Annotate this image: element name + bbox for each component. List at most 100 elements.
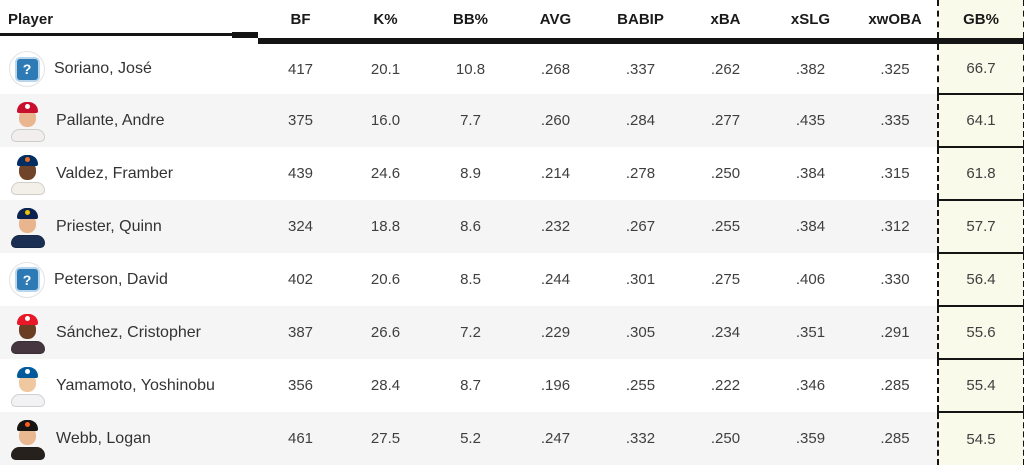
stat-gb: 55.6 — [937, 306, 1024, 360]
stat-bf: 324 — [287, 218, 314, 235]
col-header-xslg[interactable]: xSLG — [768, 0, 853, 44]
stat-k: 28.4 — [370, 377, 401, 394]
stat-bf: 402 — [287, 271, 314, 288]
player-photo — [9, 100, 47, 142]
table-row[interactable]: Priester, Quinn 324 18.8 8.6 .232 .267 .… — [0, 200, 1024, 254]
col-header-avg[interactable]: AVG — [513, 0, 598, 44]
player-photo — [9, 418, 47, 460]
stat-bb: 5.2 — [460, 430, 481, 447]
stat-babip: .278 — [625, 165, 656, 182]
stat-babip: .301 — [625, 271, 656, 288]
stat-xwoba: .285 — [880, 430, 910, 447]
stat-xwoba: .285 — [880, 377, 910, 394]
table-row[interactable]: Yamamoto, Yoshinobu 356 28.4 8.7 .196 .2… — [0, 359, 1024, 413]
player-cell[interactable]: Priester, Quinn — [0, 200, 258, 253]
player-cell[interactable]: ? Soriano, José — [0, 41, 258, 94]
stat-xba: .262 — [710, 60, 741, 78]
player-cell[interactable]: Pallante, Andre — [0, 94, 258, 147]
player-cell[interactable]: Sánchez, Cristopher — [0, 306, 258, 359]
stat-avg: .232 — [540, 218, 571, 235]
col-header-bf[interactable]: BF — [258, 0, 343, 44]
table-row[interactable]: Valdez, Framber 439 24.6 8.9 .214 .278 .… — [0, 147, 1024, 201]
player-name: Peterson, David — [54, 270, 168, 288]
stat-xwoba: .312 — [880, 218, 910, 235]
player-name: Sánchez, Cristopher — [56, 323, 201, 341]
stat-xba: .222 — [710, 377, 741, 394]
stat-avg: .268 — [540, 60, 571, 78]
col-header-k[interactable]: K% — [343, 0, 428, 44]
table-row[interactable]: ? Peterson, David 402 20.6 8.5 .244 .301… — [0, 253, 1024, 307]
table-row[interactable]: Pallante, Andre 375 16.0 7.7 .260 .284 .… — [0, 94, 1024, 148]
player-photo — [9, 153, 47, 195]
player-cell[interactable]: ? Peterson, David — [0, 253, 258, 306]
stat-xba: .234 — [710, 324, 741, 341]
player-cell[interactable]: Yamamoto, Yoshinobu — [0, 359, 258, 412]
player-cell[interactable]: Valdez, Framber — [0, 147, 258, 200]
table-body: ? Soriano, José 417 20.1 10.8 .268 .337 … — [0, 41, 1024, 465]
stat-bb: 10.8 — [455, 60, 486, 78]
stat-avg: .196 — [540, 377, 571, 394]
stat-xwoba: .315 — [880, 165, 910, 182]
stat-xslg: .351 — [795, 324, 826, 341]
stat-bf: 356 — [287, 377, 314, 394]
player-photo — [9, 312, 47, 354]
player-name: Yamamoto, Yoshinobu — [56, 376, 215, 394]
player-name: Soriano, José — [54, 60, 152, 77]
stat-bf: 387 — [287, 324, 314, 341]
col-header-xba[interactable]: xBA — [683, 0, 768, 44]
stat-gb: 64.1 — [937, 94, 1024, 148]
stat-babip: .305 — [625, 324, 656, 341]
stat-gb: 55.4 — [937, 359, 1024, 413]
stat-babip: .337 — [625, 60, 656, 78]
stat-bf: 375 — [287, 112, 314, 129]
stat-xslg: .359 — [795, 430, 826, 447]
col-header-player[interactable]: Player — [0, 0, 258, 41]
stat-xba: .250 — [710, 430, 741, 447]
stat-gb: 56.4 — [937, 253, 1024, 307]
stat-bf: 417 — [287, 60, 314, 78]
stat-xba: .275 — [710, 271, 741, 288]
col-header-xwoba[interactable]: xwOBA — [853, 0, 938, 44]
col-header-bb[interactable]: BB% — [428, 0, 513, 44]
stat-avg: .260 — [540, 112, 571, 129]
stat-avg: .214 — [540, 165, 571, 182]
placeholder-avatar-icon: ? — [9, 51, 45, 87]
stat-k: 20.1 — [370, 60, 401, 78]
stat-babip: .255 — [625, 377, 656, 394]
player-name: Pallante, Andre — [56, 111, 165, 129]
player-photo — [9, 206, 47, 248]
stat-k: 16.0 — [370, 112, 401, 129]
stat-k: 27.5 — [370, 430, 401, 447]
stat-gb: 54.5 — [937, 412, 1024, 465]
stat-bb: 8.7 — [460, 377, 481, 394]
header-row: Player BF K% BB% AVG BABIP xBA xSLG xwOB… — [0, 0, 1024, 44]
stat-gb: 57.7 — [937, 200, 1024, 254]
stat-avg: .244 — [540, 271, 571, 288]
player-cell[interactable]: Webb, Logan — [0, 412, 258, 465]
stat-gb: 66.7 — [937, 41, 1024, 95]
col-header-gb[interactable]: GB% — [937, 0, 1024, 44]
stat-avg: .229 — [540, 324, 571, 341]
stat-bf: 439 — [287, 165, 314, 182]
stat-gb: 61.8 — [937, 147, 1024, 201]
stat-xslg: .384 — [795, 165, 826, 182]
table-row[interactable]: ? Soriano, José 417 20.1 10.8 .268 .337 … — [0, 41, 1024, 95]
stat-xslg: .382 — [795, 60, 826, 78]
stat-xslg: .435 — [795, 112, 826, 129]
player-name: Valdez, Framber — [56, 164, 174, 182]
table-row[interactable]: Webb, Logan 461 27.5 5.2 .247 .332 .250 … — [0, 412, 1024, 465]
stat-xba: .250 — [710, 165, 741, 182]
stat-bb: 7.7 — [460, 112, 481, 129]
col-header-babip[interactable]: BABIP — [598, 0, 683, 44]
stat-k: 24.6 — [370, 165, 401, 182]
stat-bb: 7.2 — [460, 324, 481, 341]
table-row[interactable]: Sánchez, Cristopher 387 26.6 7.2 .229 .3… — [0, 306, 1024, 360]
stat-bb: 8.9 — [460, 165, 481, 182]
stat-xwoba: .291 — [880, 324, 910, 341]
stat-babip: .284 — [625, 112, 656, 129]
stat-babip: .267 — [625, 218, 656, 235]
stat-bb: 8.6 — [460, 218, 481, 235]
stat-xwoba: .325 — [880, 60, 910, 78]
stat-bf: 461 — [287, 430, 314, 447]
